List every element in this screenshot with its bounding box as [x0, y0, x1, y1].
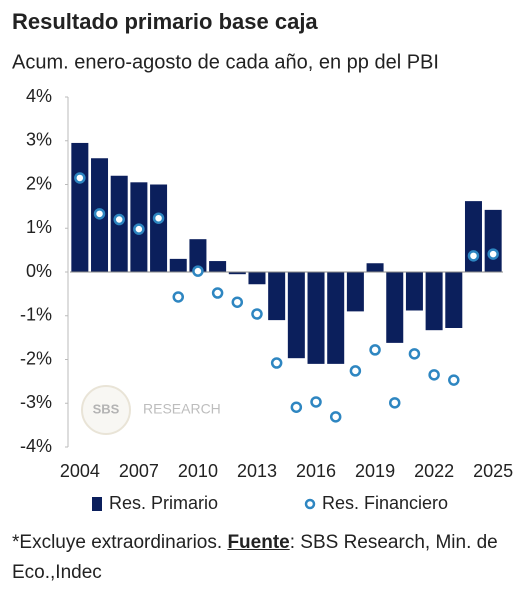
- bar: [189, 239, 207, 272]
- chart-subtitle: Acum. enero-agosto de cada año, en pp de…: [12, 51, 439, 73]
- dot: [428, 369, 440, 381]
- y-tick-label: -2%: [20, 348, 52, 368]
- footnote: *Excluye extraordinarios. Fuente: SBS Re…: [12, 528, 512, 588]
- bar: [228, 272, 246, 275]
- dot: [172, 291, 184, 303]
- bar: [346, 272, 364, 312]
- dot: [408, 348, 421, 360]
- x-tick-label: 2022: [414, 461, 454, 481]
- dot: [133, 223, 145, 235]
- bar: [484, 209, 502, 272]
- y-tick-label: 2%: [26, 173, 52, 193]
- dot: [467, 250, 480, 262]
- bar: [386, 272, 404, 343]
- dot: [369, 344, 381, 356]
- footnote-source-label: Fuente: [227, 532, 290, 553]
- bar: [169, 258, 187, 272]
- dot: [290, 401, 303, 413]
- bar: [405, 272, 423, 311]
- watermark: SBS RESEARCH: [81, 385, 221, 435]
- bar: [425, 272, 443, 331]
- y-tick-label: -1%: [20, 305, 52, 325]
- dot: [74, 172, 86, 184]
- bar: [287, 272, 305, 359]
- x-tick-label: 2007: [119, 461, 159, 481]
- dot: [152, 212, 165, 224]
- dot: [310, 396, 322, 408]
- legend-label: Res. Primario: [109, 493, 218, 513]
- bar: [445, 272, 463, 328]
- bar: [71, 142, 89, 272]
- watermark-logo-text: SBS: [93, 401, 120, 416]
- footnote-source: : SBS Research, Min. de Eco.,Indec: [12, 532, 498, 583]
- bar: [366, 263, 384, 272]
- bar: [268, 272, 286, 321]
- dot: [270, 357, 283, 369]
- y-tick-label: -4%: [20, 436, 52, 456]
- x-tick-label: 2010: [178, 461, 218, 481]
- x-tick-label: 2004: [60, 461, 100, 481]
- legend-swatch: [92, 497, 102, 511]
- dot: [192, 265, 204, 277]
- dot: [211, 287, 224, 299]
- footnote-note: *Excluye extraordinarios.: [12, 532, 228, 553]
- dot: [389, 397, 401, 409]
- legend-swatch: [304, 498, 316, 510]
- bar: [248, 272, 266, 285]
- y-tick-label: 0%: [26, 261, 52, 281]
- bar: [150, 184, 168, 272]
- dot: [487, 248, 499, 260]
- watermark-logo: [81, 385, 131, 435]
- bar: [327, 272, 345, 364]
- chart: Resultado primario base caja Acum. enero…: [12, 9, 513, 513]
- dot: [113, 213, 125, 226]
- x-tick-label: 2025: [473, 461, 513, 481]
- x-tick-label: 2019: [355, 461, 395, 481]
- dot: [448, 374, 460, 386]
- y-tick-label: 4%: [26, 86, 52, 106]
- x-tick-label: 2013: [237, 461, 277, 481]
- dot: [329, 411, 342, 423]
- legend-label: Res. Financiero: [322, 493, 448, 513]
- y-tick-label: -3%: [20, 392, 52, 412]
- watermark-text: RESEARCH: [143, 401, 221, 417]
- y-tick-label: 3%: [26, 130, 52, 150]
- bar: [209, 261, 227, 272]
- y-tick-label: 1%: [26, 217, 52, 237]
- dot: [349, 365, 362, 377]
- x-tick-label: 2016: [296, 461, 336, 481]
- bar: [307, 272, 325, 364]
- dot: [231, 296, 244, 308]
- dot: [251, 308, 263, 320]
- dot: [93, 208, 106, 220]
- chart-title: Resultado primario base caja: [12, 9, 318, 34]
